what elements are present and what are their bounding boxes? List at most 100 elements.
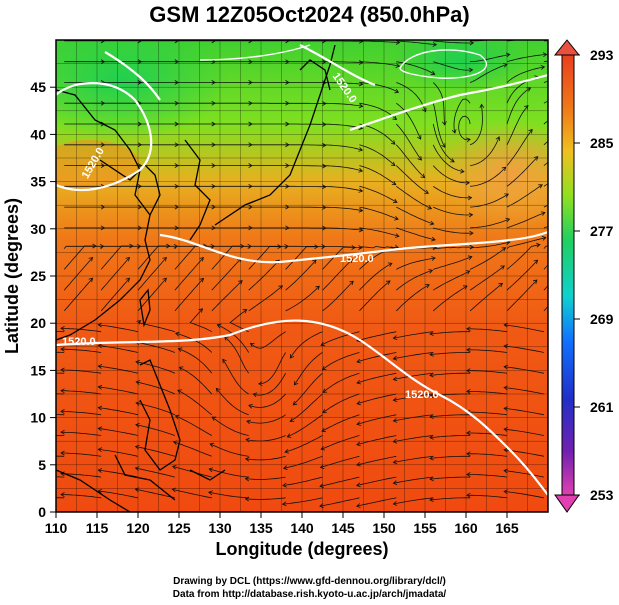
streamline — [359, 144, 396, 166]
streamline-arrowhead — [24, 331, 28, 335]
streamline-arrowhead — [358, 245, 363, 250]
streamline-arrowhead — [503, 447, 508, 453]
streamline-arrowhead — [541, 235, 547, 241]
y-axis-title: Latitude (degrees) — [2, 198, 22, 354]
streamline — [98, 324, 139, 333]
streamline-arrowhead — [577, 126, 581, 130]
x-tick-label: 115 — [86, 520, 109, 536]
streamline-arrowhead — [429, 476, 434, 482]
streamline-arrowhead — [390, 161, 396, 167]
streamline-arrowhead — [88, 277, 94, 283]
streamline-arrowhead — [135, 380, 141, 385]
streamline — [396, 102, 422, 140]
streamline-arrowhead — [284, 449, 290, 454]
streamline-arrowhead — [97, 468, 103, 473]
streamline-arrowhead — [577, 146, 581, 150]
streamline-arrowhead — [524, 105, 529, 110]
streamline — [282, 497, 323, 505]
streamline-arrowhead — [24, 352, 28, 356]
streamline — [469, 265, 505, 291]
streamline-arrowhead — [320, 341, 326, 347]
streamline-arrowhead — [246, 419, 251, 425]
streamline — [179, 366, 213, 395]
streamline-arrowhead — [503, 343, 508, 349]
streamline-arrowhead — [97, 384, 103, 390]
streamline — [177, 389, 213, 416]
streamline — [432, 144, 464, 172]
streamline-arrowhead — [495, 136, 500, 141]
streamline-arrowhead — [281, 501, 287, 507]
streamline — [466, 453, 508, 457]
streamline — [470, 193, 509, 208]
streamline-arrowhead — [500, 265, 505, 270]
streamline-arrowhead — [198, 308, 204, 313]
streamline-arrowhead — [425, 284, 430, 289]
streamline — [209, 443, 249, 457]
streamline — [246, 435, 286, 442]
streamline-arrowhead — [358, 188, 364, 193]
streamline — [253, 373, 286, 396]
streamline-arrowhead — [322, 142, 327, 148]
streamline — [174, 245, 215, 249]
streamline-arrowhead — [392, 198, 398, 204]
streamline — [98, 448, 139, 457]
streamline — [504, 491, 544, 499]
streamline-arrowhead — [248, 403, 253, 409]
streamline — [506, 105, 529, 145]
y-tick-label: 20 — [30, 315, 46, 331]
streamline — [359, 246, 399, 249]
streamline — [229, 309, 249, 333]
streamline — [433, 40, 474, 44]
streamline-arrowhead — [429, 497, 434, 503]
streamline — [466, 474, 508, 478]
streamline-arrowhead — [199, 256, 204, 262]
streamline — [248, 259, 280, 291]
streamline — [60, 494, 102, 499]
streamline — [396, 123, 422, 161]
streamline — [506, 156, 539, 187]
streamline-arrowhead — [97, 405, 103, 411]
streamline-arrowhead — [24, 497, 28, 501]
streamline-arrowhead — [466, 326, 471, 332]
streamline — [284, 435, 323, 453]
streamline — [285, 285, 320, 312]
streamline — [285, 144, 326, 146]
streamline — [393, 476, 434, 484]
streamline — [63, 245, 104, 249]
streamline-arrowhead — [505, 52, 511, 58]
streamline-arrowhead — [392, 376, 398, 382]
streamline-arrowhead — [505, 217, 511, 223]
streamline — [506, 244, 540, 270]
streamline-arrowhead — [162, 256, 167, 262]
streamline — [504, 428, 544, 436]
streamline-arrowhead — [24, 372, 28, 376]
streamline-arrowhead — [136, 319, 141, 325]
streamline — [359, 227, 400, 237]
streamline — [60, 431, 102, 436]
streamline-arrowhead — [431, 256, 436, 261]
streamline — [466, 432, 508, 436]
streamline-arrowhead — [171, 464, 177, 470]
coastlines — [56, 44, 336, 512]
streamline-arrowhead — [420, 173, 426, 179]
streamline — [359, 262, 393, 291]
streamline — [289, 393, 323, 422]
y-tick-label: 10 — [30, 410, 46, 426]
contour-label: 1520.0 — [405, 389, 439, 401]
streamline-arrowhead — [503, 427, 508, 432]
streamline — [208, 491, 249, 499]
streamline — [178, 348, 213, 374]
streamline — [248, 245, 289, 249]
y-tick-label: 15 — [30, 362, 46, 378]
streamline — [211, 258, 242, 291]
streamline-arrowhead — [252, 392, 258, 398]
x-tick-label: 135 — [249, 520, 273, 536]
streamline-arrowhead — [392, 459, 398, 465]
streamline-arrowhead — [450, 158, 455, 163]
streamline — [56, 497, 65, 499]
streamline — [393, 497, 434, 505]
streamline-arrowhead — [392, 501, 398, 506]
streamline-arrowhead — [528, 128, 533, 134]
streamline — [396, 257, 436, 270]
streamline — [504, 407, 544, 416]
